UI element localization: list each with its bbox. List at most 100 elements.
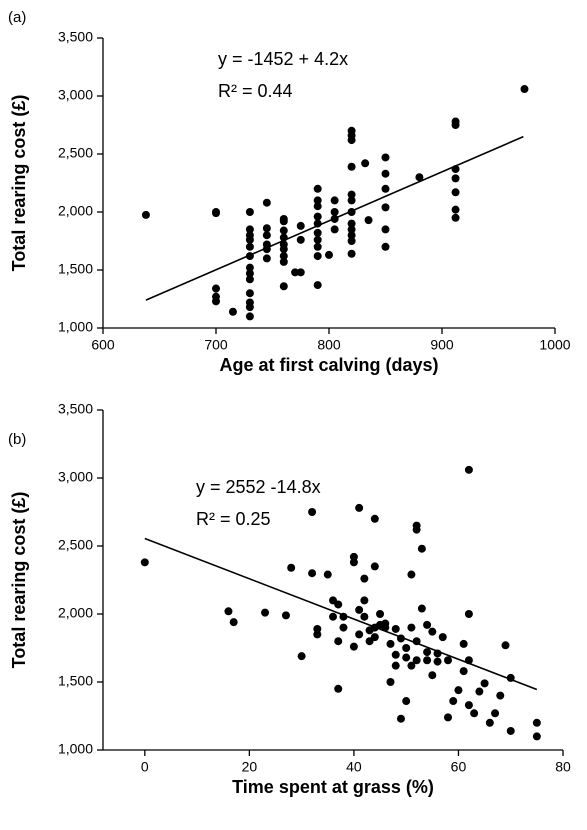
point bbox=[459, 667, 468, 676]
point bbox=[313, 202, 322, 211]
y-tick-label: 3,000 bbox=[58, 469, 93, 485]
point bbox=[245, 275, 254, 284]
point bbox=[451, 165, 460, 174]
point bbox=[464, 465, 473, 474]
point bbox=[212, 209, 220, 218]
point bbox=[287, 563, 296, 572]
point bbox=[281, 611, 290, 620]
point bbox=[245, 225, 254, 234]
point bbox=[297, 652, 306, 661]
point bbox=[412, 521, 421, 530]
point bbox=[396, 714, 405, 723]
point bbox=[438, 633, 447, 642]
point bbox=[245, 263, 254, 272]
point bbox=[370, 562, 379, 571]
point bbox=[347, 237, 356, 245]
point bbox=[347, 225, 356, 234]
point bbox=[279, 233, 288, 242]
point bbox=[391, 624, 400, 633]
point bbox=[381, 203, 390, 212]
point bbox=[360, 574, 369, 583]
point bbox=[355, 630, 364, 639]
point bbox=[391, 661, 400, 670]
point bbox=[360, 596, 369, 605]
point bbox=[334, 600, 343, 609]
point bbox=[245, 289, 254, 298]
point bbox=[381, 242, 390, 251]
point bbox=[451, 213, 460, 222]
point bbox=[423, 656, 432, 665]
point bbox=[491, 709, 500, 718]
x-tick-label: 600 bbox=[91, 337, 115, 353]
point bbox=[454, 686, 463, 695]
point bbox=[296, 235, 305, 244]
point bbox=[279, 245, 288, 254]
point bbox=[402, 644, 411, 652]
point bbox=[381, 169, 390, 178]
annotation: y = -1452 + 4.2x bbox=[218, 49, 348, 69]
point bbox=[501, 641, 510, 650]
point bbox=[313, 196, 322, 205]
point bbox=[433, 649, 442, 658]
point bbox=[296, 268, 305, 277]
annotation: y = 2552 -14.8x bbox=[196, 477, 321, 497]
point bbox=[376, 610, 385, 618]
x-axis-label: Age at first calving (days) bbox=[219, 355, 438, 375]
point bbox=[412, 656, 421, 665]
point bbox=[355, 503, 364, 512]
point bbox=[423, 648, 432, 657]
x-tick-label: 20 bbox=[242, 759, 258, 775]
point bbox=[212, 297, 220, 306]
panel-label: (b) bbox=[8, 431, 26, 448]
point bbox=[444, 713, 452, 722]
point bbox=[349, 558, 358, 567]
y-tick-label: 1,500 bbox=[58, 261, 93, 277]
y-tick-label: 3,500 bbox=[58, 29, 93, 45]
point bbox=[262, 224, 271, 233]
point bbox=[428, 627, 437, 636]
point bbox=[444, 656, 452, 665]
point bbox=[262, 245, 271, 254]
point bbox=[245, 269, 254, 278]
point bbox=[313, 281, 322, 290]
point bbox=[334, 637, 343, 646]
point bbox=[308, 508, 317, 516]
point bbox=[347, 208, 356, 216]
x-tick-label: 1000 bbox=[539, 337, 570, 353]
point bbox=[229, 618, 238, 627]
point bbox=[313, 228, 322, 237]
annotation: R² = 0.44 bbox=[218, 81, 293, 101]
y-axis-label: Total rearing cost (£) bbox=[9, 492, 29, 669]
point bbox=[313, 252, 322, 261]
y-tick-label: 2,000 bbox=[58, 605, 93, 621]
annotation: R² = 0.25 bbox=[196, 509, 271, 529]
point bbox=[381, 225, 390, 234]
point bbox=[347, 219, 356, 228]
point bbox=[245, 312, 254, 321]
point bbox=[347, 249, 356, 258]
point bbox=[347, 231, 356, 240]
x-tick-label: 0 bbox=[141, 759, 149, 775]
x-tick-label: 800 bbox=[317, 337, 341, 353]
point bbox=[245, 208, 254, 216]
y-tick-label: 2,500 bbox=[58, 145, 93, 161]
x-tick-label: 700 bbox=[204, 337, 228, 353]
point bbox=[485, 718, 494, 727]
point bbox=[470, 709, 479, 718]
y-tick-label: 3,000 bbox=[58, 87, 93, 103]
point bbox=[451, 121, 460, 129]
point bbox=[245, 242, 254, 251]
point bbox=[212, 284, 220, 293]
point bbox=[451, 174, 460, 183]
point bbox=[224, 607, 233, 616]
point bbox=[339, 623, 348, 632]
point bbox=[361, 159, 370, 168]
point bbox=[313, 624, 322, 633]
point bbox=[451, 205, 460, 214]
point bbox=[496, 691, 505, 700]
point bbox=[386, 639, 395, 648]
point bbox=[291, 268, 300, 277]
point bbox=[412, 637, 421, 646]
x-axis-label: Time spent at grass (%) bbox=[232, 777, 434, 797]
point bbox=[334, 684, 343, 693]
